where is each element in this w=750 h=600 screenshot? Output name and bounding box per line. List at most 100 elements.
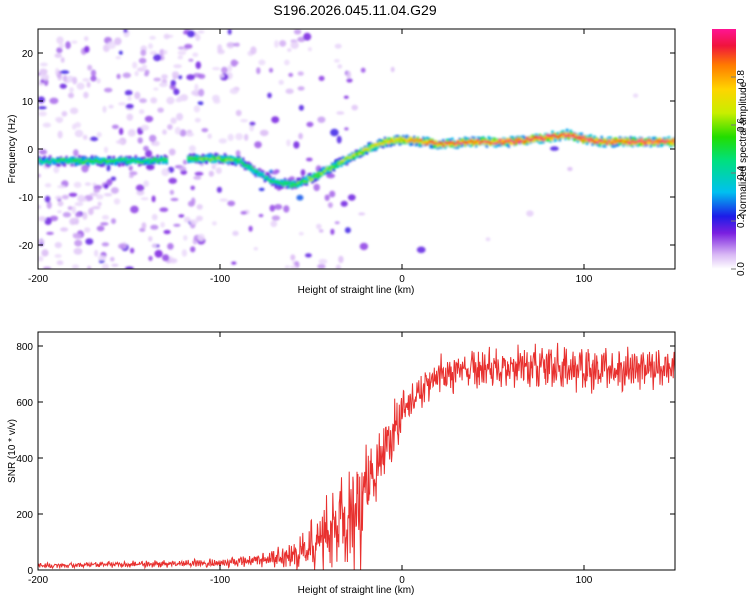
spectrogram-ridge-cell: [600, 139, 603, 142]
spectrogram-noise-cell: [162, 254, 170, 262]
spectrogram-ridge-cell: [469, 139, 472, 142]
spectrogram-ridge-cell: [87, 157, 90, 162]
spectrogram-ridge-cell: [647, 139, 651, 141]
spectrogram-noise-cell: [153, 140, 160, 147]
spectrogram-noise-cell: [141, 222, 147, 230]
spectrogram-ridge-cell: [321, 171, 325, 176]
spectrogram-ridge-cell: [502, 139, 505, 143]
spectrogram-ridge-cell: [487, 141, 491, 146]
spectrogram-ridge-cell: [582, 138, 585, 144]
spectrogram-ridge-cell: [152, 157, 156, 160]
spectrogram-ridge-cell: [371, 143, 374, 148]
spectrogram-noise-cell: [318, 75, 325, 81]
spectrogram-ridge-cell: [653, 140, 656, 145]
spectrogram-ridge-cell: [542, 138, 545, 141]
spectrogram-noise-cell: [290, 265, 298, 269]
spectrogram-ridge-cell: [431, 140, 434, 143]
spectrogram-ridge-cell: [500, 138, 503, 143]
spectrogram-ridge-cell: [143, 159, 147, 162]
spectrogram-ridge-cell: [276, 179, 279, 183]
spectrogram-ridge-cell: [159, 159, 163, 162]
spectrogram-noise-cell: [54, 254, 62, 258]
spectrogram-noise-cell: [101, 215, 110, 220]
spectrogram-ridge-cell: [254, 170, 258, 173]
spectrogram-ridge-cell: [267, 179, 270, 182]
spectrogram-ridge-cell: [392, 136, 396, 142]
spectrogram-ridge-cell: [483, 140, 487, 143]
spectrogram-ridge-cell: [485, 141, 489, 144]
spectrogram-ridge-cell: [249, 165, 252, 168]
spectrogram-ridge-cell: [387, 137, 390, 143]
spectrogram-ridge-cell: [234, 158, 238, 165]
spectrogram-noise-cell: [240, 211, 247, 215]
spectrogram-ridge-cell: [669, 141, 673, 145]
spectrogram-noise-cell: [38, 239, 45, 244]
spectrogram-ridge-cell: [489, 142, 492, 145]
spectrogram-noise-cell: [87, 265, 92, 269]
spectrogram-noise-cell: [110, 256, 115, 262]
spectrogram-ridge-cell: [372, 144, 376, 147]
spectrogram-ridge-cell: [110, 160, 114, 163]
spectrogram-ridge-cell: [92, 157, 96, 163]
spectrogram-ridge-cell: [402, 137, 405, 140]
spectrogram-ridge-cell: [469, 141, 472, 145]
spectrogram-noise-cell: [178, 214, 185, 218]
spectrogram-ridge-cell: [445, 142, 449, 145]
spectrogram-ridge-cell: [645, 140, 649, 145]
spectrogram-ridge-cell: [394, 137, 398, 140]
spectrogram-ridge-cell: [201, 158, 205, 162]
spectrogram-noise-cell: [278, 79, 284, 85]
spectrogram-ridge-cell: [394, 138, 398, 142]
spectrogram-ridge-cell: [356, 154, 360, 157]
spectrogram-ridge-cell: [389, 140, 392, 142]
spectrogram-noise-cell: [249, 121, 256, 126]
spectrogram-ridge-cell: [149, 158, 152, 163]
spectrogram-ridge-cell: [158, 157, 161, 162]
spectrogram-ridge-cell: [443, 141, 447, 144]
snr-y-axis-label: SNR (10 * v/v): [7, 419, 18, 483]
spectrogram-noise-cell: [154, 249, 163, 258]
spectrogram-noise-cell: [151, 195, 156, 203]
spectrogram-ridge-cell: [538, 137, 542, 141]
spectrogram-ridge-cell: [158, 159, 161, 162]
spectrogram-noise-cell: [284, 265, 290, 269]
spectrogram-ridge-cell: [423, 141, 427, 144]
spectrogram-ridge-cell: [387, 140, 390, 144]
spectrogram-noise-cell: [258, 213, 264, 218]
spectrogram-noise-cell: [188, 145, 196, 153]
spectrogram-noise-cell: [227, 133, 234, 141]
spectrogram-noise-cell: [340, 200, 348, 207]
spectrogram-ridge-cell: [190, 158, 194, 161]
spectrogram-noise-cell: [110, 176, 117, 181]
spectrogram-ridge-cell: [525, 138, 529, 144]
spectrogram-noise-cell: [324, 194, 330, 201]
spectrogram-ridge-cell: [598, 140, 602, 146]
spectrogram-ridge-cell: [287, 183, 290, 189]
spectrogram-ridge-cell: [161, 159, 165, 162]
spectrogram-ridge-cell: [625, 142, 629, 146]
spectrogram-ridge-cell: [656, 141, 660, 145]
spectrogram-noise-cell: [134, 70, 139, 77]
spectrogram-ridge-cell: [551, 136, 554, 141]
spectrogram-noise-cell: [56, 118, 63, 124]
spectrogram-noise-cell: [88, 207, 94, 216]
spectrogram-noise-cell: [116, 73, 121, 80]
spectrogram-ridge-cell: [545, 136, 549, 142]
spectrogram-ridge-cell: [587, 138, 591, 142]
spectrogram-ridge-cell: [165, 158, 168, 161]
snr-ticks: -200 -100 0 100 0 200 400 600 800: [16, 332, 675, 586]
spectrogram-ridge-cell: [192, 157, 196, 161]
spectrogram-ridge-cell: [480, 140, 483, 143]
spectrogram-ridge-cell: [458, 142, 461, 145]
spectrogram-ridge-cell: [449, 141, 452, 146]
spectrogram-ridge-cell: [52, 158, 56, 161]
spectrogram-noise-cell: [54, 242, 62, 249]
spectrogram-noise-cell: [122, 72, 131, 79]
spectrogram-noise-cell: [111, 124, 119, 129]
spectrogram-ridge-cell: [311, 174, 314, 181]
spectrogram-ridge-cell: [673, 138, 675, 142]
spectrogram-ridge-cell: [305, 175, 309, 182]
spectrogram-ridge-cell: [43, 161, 47, 164]
spectrogram-noise-cell: [231, 261, 237, 265]
spectrogram-ridge-cell: [83, 157, 87, 163]
